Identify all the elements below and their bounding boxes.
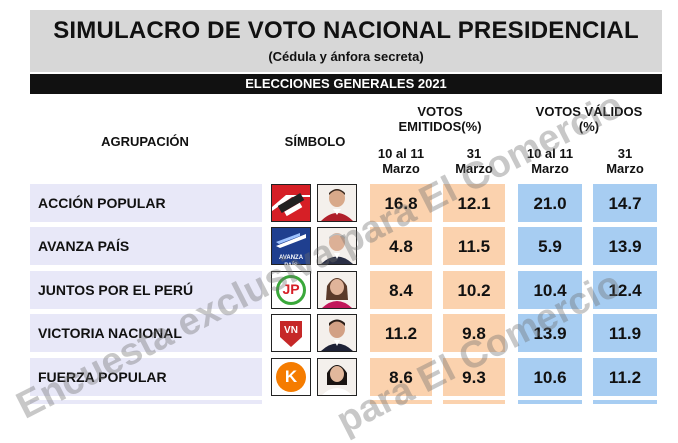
next-row-stub-cell (593, 400, 657, 404)
votos-validos-date1-value: 21.0 (518, 184, 582, 222)
subheader-emitidos-date2-line2: Marzo (455, 161, 493, 176)
next-row-stub (30, 400, 262, 404)
column-header-votos-validos-line2: (%) (578, 119, 600, 134)
votos-emitidos-date2-value: 12.1 (443, 184, 505, 222)
subheader-emitidos-date1-line1: 10 al 11 (377, 146, 425, 161)
next-row-stub-cell (370, 400, 432, 404)
column-header-simbolo: SÍMBOLO (284, 134, 346, 149)
votos-validos-date1-value: 10.4 (518, 271, 582, 309)
votos-emitidos-date2-value: 9.8 (443, 314, 505, 352)
votos-validos-date1-value: 5.9 (518, 227, 582, 265)
votos-validos-date1-value: 10.6 (518, 358, 582, 396)
votos-validos-date2-value: 14.7 (593, 184, 657, 222)
party-name: FUERZA POPULAR (30, 358, 262, 396)
votos-validos-date2-value: 13.9 (593, 227, 657, 265)
juntos-por-el-peru-logo-icon: JP (271, 271, 311, 309)
fuerza-popular-logo-text: K (284, 367, 298, 386)
subheader-emitidos-date1: 10 al 11 Marzo (370, 146, 432, 176)
next-row-stub-cell (443, 400, 505, 404)
column-header-votos-validos: VOTOS VÁLIDOS (%) (518, 104, 660, 134)
candidate-photo (317, 184, 357, 222)
subheader-validos-date1-line1: 10 al 11 (526, 146, 574, 161)
subheader-emitidos-date2: 31 Marzo (443, 146, 505, 176)
column-header-votos-validos-line1: VOTOS VÁLIDOS (535, 104, 643, 119)
column-header-votos-emitidos-line1: VOTOS (417, 104, 463, 119)
fuerza-popular-logo-icon: K (271, 358, 311, 396)
votos-emitidos-date1-value: 4.8 (370, 227, 432, 265)
party-name: AVANZA PAÍS (30, 227, 262, 265)
avanza-pais-logo-icon: AVANZA PAÍS (271, 227, 311, 269)
candidate-photo (317, 271, 357, 309)
victoria-nacional-logo-text: VN (284, 325, 298, 336)
header-background (30, 10, 662, 72)
votos-emitidos-date2-value: 9.3 (443, 358, 505, 396)
victoria-nacional-logo-icon: VN (271, 314, 311, 352)
votos-emitidos-date1-value: 8.6 (370, 358, 432, 396)
column-header-agrupacion: AGRUPACIÓN (101, 134, 189, 149)
next-row-stub-cell (518, 400, 582, 404)
subheader-validos-date2-line2: Marzo (606, 161, 644, 176)
subheader-validos-date2-line1: 31 (617, 146, 633, 161)
candidate-photo (317, 314, 357, 352)
juntos-por-el-peru-logo-text: JP (282, 281, 300, 297)
party-name: VICTORIA NACIONAL (30, 314, 262, 352)
candidate-photo (317, 358, 357, 396)
votos-emitidos-date1-value: 11.2 (370, 314, 432, 352)
subheader-emitidos-date2-line1: 31 (466, 146, 482, 161)
column-header-votos-emitidos: VOTOS EMITIDOS(%) (370, 104, 510, 134)
votos-validos-date2-value: 11.2 (593, 358, 657, 396)
election-bar: ELECCIONES GENERALES 2021 (30, 74, 662, 94)
votos-validos-date2-value: 12.4 (593, 271, 657, 309)
votos-emitidos-date2-value: 10.2 (443, 271, 505, 309)
party-name: JUNTOS POR EL PERÚ (30, 271, 262, 309)
page-subtitle: (Cédula y ánfora secreta) (268, 49, 424, 64)
subheader-emitidos-date1-line2: Marzo (382, 161, 420, 176)
column-header-votos-emitidos-line2: EMITIDOS(%) (398, 119, 482, 134)
page-title: SIMULACRO DE VOTO NACIONAL PRESIDENCIAL (53, 17, 639, 44)
votos-emitidos-date1-value: 16.8 (370, 184, 432, 222)
votos-validos-date1-value: 13.9 (518, 314, 582, 352)
subheader-validos-date1: 10 al 11 Marzo (518, 146, 582, 176)
party-name: ACCIÓN POPULAR (30, 184, 262, 222)
subheader-validos-date2: 31 Marzo (593, 146, 657, 176)
subheader-validos-date1-line2: Marzo (531, 161, 569, 176)
votos-validos-date2-value: 11.9 (593, 314, 657, 352)
accion-popular-logo-icon (271, 184, 311, 222)
votos-emitidos-date1-value: 8.4 (370, 271, 432, 309)
avanza-pais-logo-text: AVANZA PAÍS (278, 255, 304, 269)
candidate-photo (317, 227, 357, 265)
votos-emitidos-date2-value: 11.5 (443, 227, 505, 265)
